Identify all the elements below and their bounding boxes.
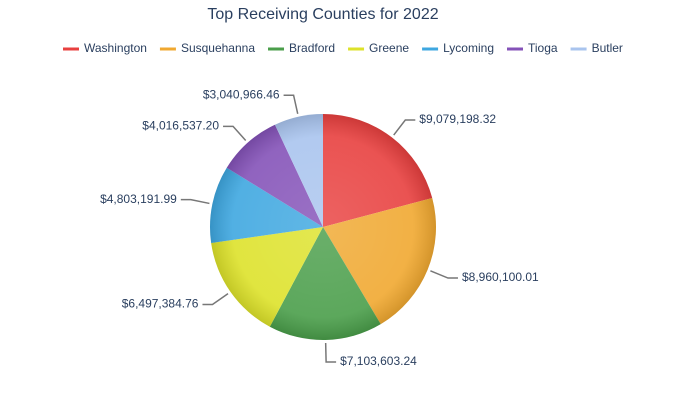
data-label: $9,079,198.32 — [419, 112, 496, 126]
legend-label[interactable]: Tioga — [528, 41, 558, 55]
data-label: $8,960,100.01 — [462, 270, 539, 284]
leader-line — [223, 125, 247, 142]
legend-label[interactable]: Bradford — [289, 41, 335, 55]
leader-line — [430, 270, 458, 279]
leader-line — [180, 198, 210, 205]
legend-label[interactable]: Washington — [84, 41, 147, 55]
data-label: $6,497,384.76 — [122, 297, 199, 311]
legend-label[interactable]: Susquehanna — [181, 41, 255, 55]
chart-title: Top Receiving Counties for 2022 — [207, 6, 438, 23]
data-label: $4,803,191.99 — [100, 192, 177, 206]
data-label: $3,040,966.46 — [203, 87, 280, 101]
legend-label[interactable]: Lycoming — [443, 41, 494, 55]
legend-label[interactable]: Butler — [592, 41, 623, 55]
data-label: $4,016,537.20 — [142, 119, 219, 133]
leader-line — [393, 119, 416, 136]
leader-line — [324, 342, 337, 363]
data-label: $7,103,603.24 — [340, 354, 417, 368]
leader-line — [202, 292, 229, 306]
leader-line — [283, 94, 299, 114]
legend-label[interactable]: Greene — [369, 41, 409, 55]
